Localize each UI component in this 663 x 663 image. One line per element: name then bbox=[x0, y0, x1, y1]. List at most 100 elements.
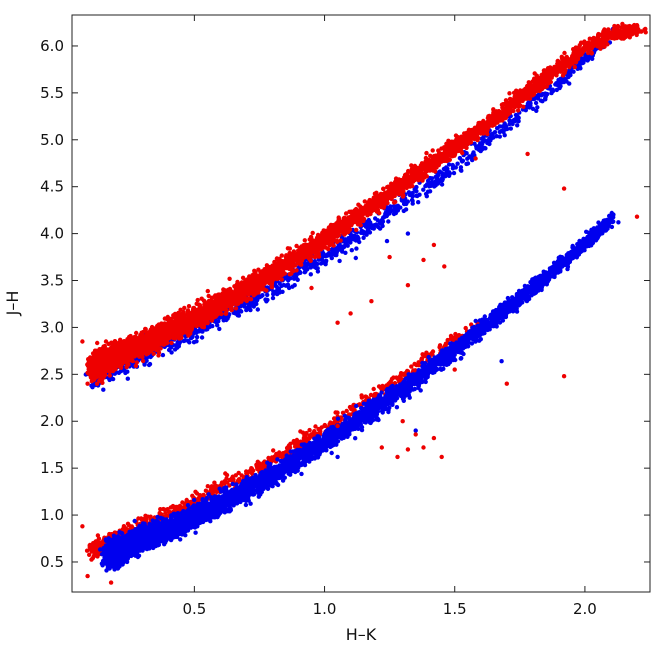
data-point bbox=[459, 168, 464, 173]
data-point bbox=[372, 223, 377, 228]
data-point bbox=[487, 141, 492, 147]
data-point bbox=[147, 361, 153, 367]
data-point bbox=[221, 318, 226, 323]
data-point bbox=[288, 276, 293, 281]
data-point bbox=[507, 91, 512, 96]
data-point bbox=[298, 429, 303, 434]
data-point bbox=[248, 297, 254, 302]
data-point bbox=[237, 309, 242, 314]
data-point bbox=[255, 465, 260, 470]
data-point bbox=[302, 238, 307, 243]
data-point bbox=[543, 96, 548, 101]
data-point bbox=[383, 211, 388, 217]
data-point bbox=[507, 118, 512, 123]
data-point bbox=[236, 313, 242, 318]
data-point bbox=[277, 281, 282, 286]
data-point bbox=[410, 201, 415, 206]
data-point bbox=[199, 335, 205, 340]
data-point bbox=[323, 423, 328, 429]
data-point bbox=[123, 370, 128, 376]
data-point bbox=[578, 66, 583, 71]
data-point bbox=[343, 250, 348, 255]
data-point bbox=[165, 507, 170, 512]
data-point bbox=[276, 451, 282, 456]
data-point bbox=[242, 304, 247, 309]
data-point bbox=[257, 294, 262, 300]
data-point bbox=[343, 211, 349, 216]
data-point bbox=[286, 443, 292, 448]
data-point bbox=[163, 510, 168, 516]
data-point bbox=[451, 170, 457, 176]
data-point bbox=[467, 154, 472, 159]
data-point bbox=[557, 82, 562, 87]
data-point bbox=[302, 266, 307, 271]
data-point bbox=[338, 243, 343, 249]
data-point bbox=[420, 352, 425, 357]
data-point bbox=[512, 117, 517, 123]
data-point bbox=[365, 227, 371, 232]
data-point bbox=[280, 289, 285, 294]
data-point bbox=[236, 470, 241, 476]
data-point bbox=[307, 427, 312, 433]
data-point bbox=[244, 469, 249, 474]
data-point bbox=[185, 338, 191, 343]
data-point bbox=[193, 330, 198, 335]
data-point bbox=[323, 260, 328, 265]
data-point bbox=[454, 333, 460, 339]
data-point bbox=[502, 133, 507, 138]
data-point bbox=[526, 101, 531, 106]
data-point bbox=[463, 325, 468, 331]
data-point bbox=[172, 506, 177, 511]
data-point bbox=[173, 343, 179, 348]
data-point bbox=[190, 334, 195, 340]
data-point bbox=[550, 87, 555, 92]
data-point bbox=[432, 180, 437, 186]
data-point bbox=[172, 347, 178, 352]
data-point bbox=[553, 82, 558, 87]
data-point bbox=[476, 144, 481, 150]
data-point bbox=[482, 138, 487, 143]
data-point bbox=[354, 246, 359, 251]
data-point bbox=[409, 364, 414, 369]
data-point bbox=[294, 437, 300, 443]
data-point bbox=[249, 466, 254, 471]
data-point bbox=[440, 173, 445, 179]
data-point bbox=[417, 192, 422, 197]
data-point bbox=[393, 207, 398, 212]
data-point bbox=[425, 182, 430, 187]
data-point bbox=[402, 200, 407, 205]
data-point bbox=[305, 436, 311, 441]
data-point bbox=[347, 404, 353, 410]
data-point bbox=[310, 230, 315, 236]
data-point bbox=[209, 484, 214, 489]
data-point bbox=[507, 121, 512, 127]
data-point bbox=[125, 521, 131, 526]
data-point bbox=[298, 270, 303, 275]
data-point bbox=[90, 385, 95, 390]
data-point bbox=[182, 338, 187, 343]
data-point bbox=[557, 78, 562, 83]
data-point bbox=[203, 488, 209, 493]
data-point bbox=[450, 163, 455, 168]
data-point bbox=[92, 553, 97, 558]
data-point bbox=[313, 424, 318, 429]
data-point bbox=[416, 200, 421, 205]
data-point bbox=[565, 73, 571, 79]
data-point bbox=[446, 173, 452, 178]
data-point bbox=[412, 361, 417, 367]
data-point bbox=[543, 91, 548, 96]
data-point bbox=[387, 209, 393, 214]
data-point bbox=[386, 219, 391, 224]
data-point bbox=[585, 58, 590, 63]
data-point bbox=[425, 178, 431, 183]
data-point bbox=[264, 288, 269, 293]
data-point bbox=[491, 135, 496, 140]
data-point bbox=[400, 194, 406, 199]
data-point bbox=[535, 105, 540, 110]
data-point bbox=[590, 56, 595, 61]
data-point bbox=[286, 285, 292, 291]
data-point bbox=[398, 205, 403, 210]
data-point bbox=[557, 85, 562, 91]
data-point bbox=[295, 277, 300, 282]
data-point bbox=[291, 276, 297, 281]
